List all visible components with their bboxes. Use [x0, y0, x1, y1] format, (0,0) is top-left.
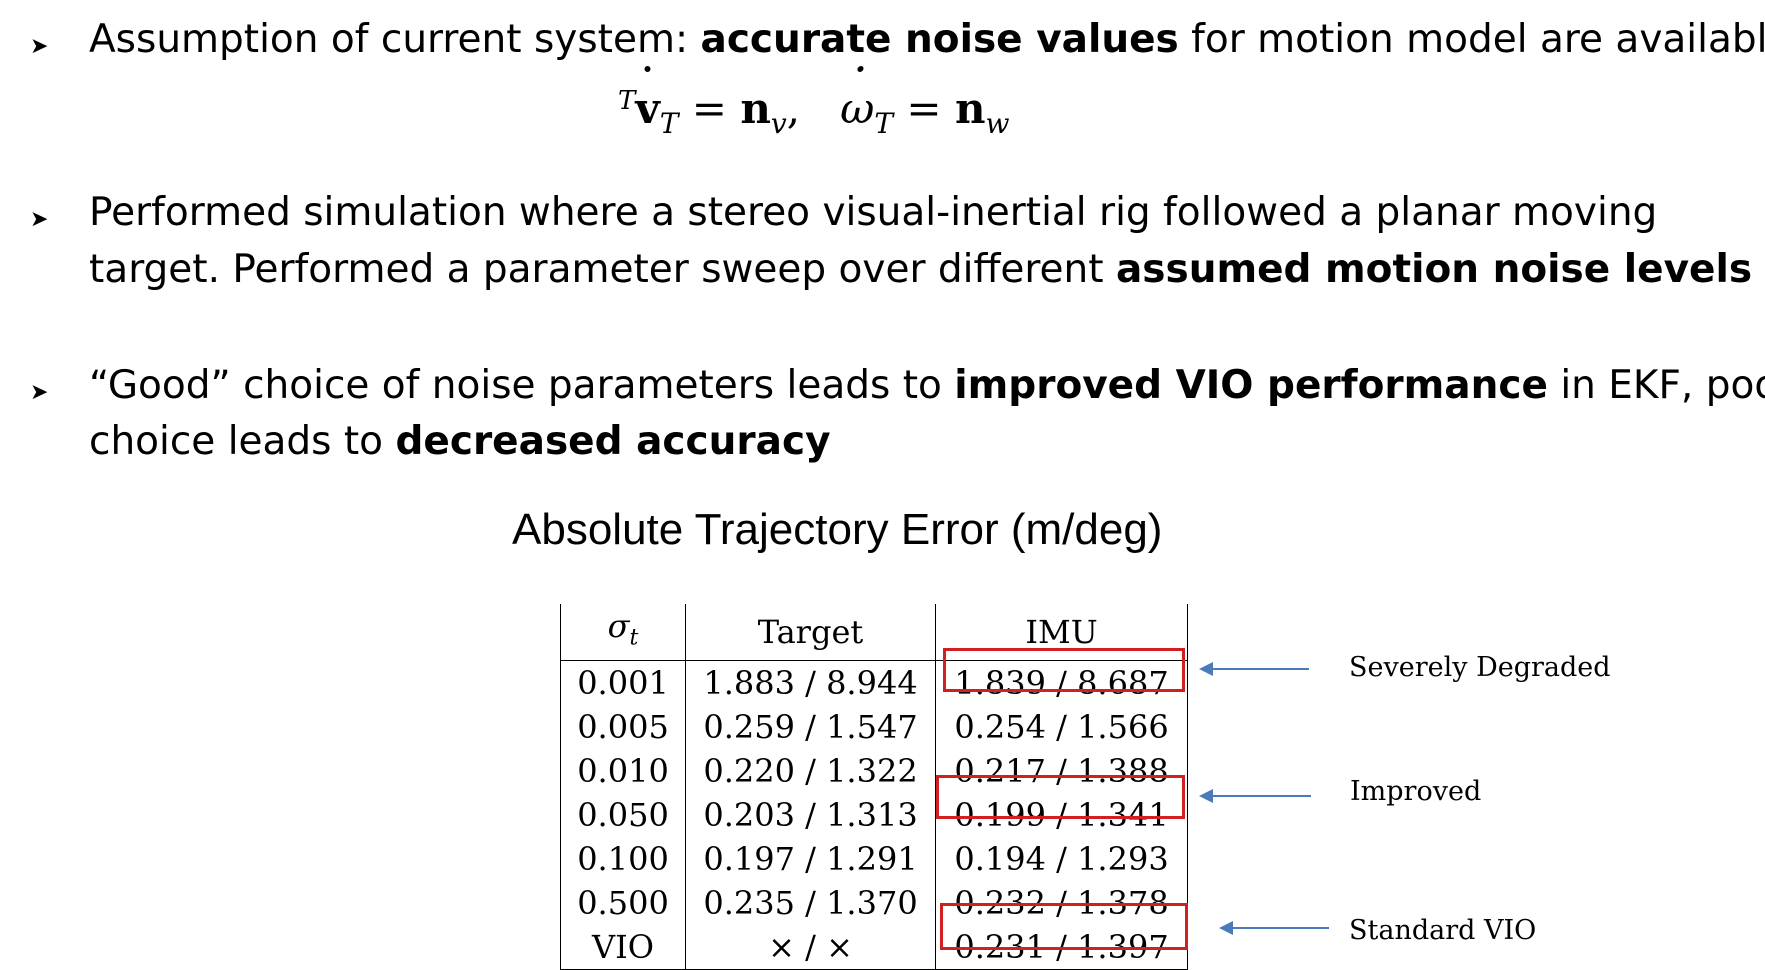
- text-run: choice leads to: [89, 419, 396, 464]
- cell-target: 0.197 / 1.291: [685, 837, 936, 882]
- eq-sub-T1: T: [659, 107, 679, 140]
- highlight-box-improved: [936, 775, 1185, 819]
- cell-imu: 0.194 / 1.293: [935, 837, 1188, 882]
- cell-sigma: 0.500: [560, 881, 686, 926]
- text-run: target. Performed a parameter sweep over…: [89, 247, 1116, 292]
- annotation-standard-vio: Standard VIO: [1349, 915, 1537, 946]
- table-header-row: σt Target IMU: [560, 604, 1188, 661]
- eq-equals-2: =: [893, 84, 955, 133]
- arrow-improved: [1199, 789, 1311, 803]
- emphasis-text: improved VIO performance: [954, 363, 1548, 408]
- highlight-box-severely-degraded: [943, 648, 1185, 692]
- text-run: in EKF, poor: [1560, 363, 1765, 408]
- cell-sigma: 0.010: [560, 749, 686, 794]
- cell-imu: 0.254 / 1.566: [935, 705, 1188, 750]
- bullet-marker: ➤: [30, 380, 49, 405]
- cell-target: 0.203 / 1.313: [685, 793, 936, 838]
- bullet-3-line-2: choice leads to decreased accuracy: [89, 422, 831, 461]
- cell-sigma: 0.100: [560, 837, 686, 882]
- table-row: 0.100 0.197 / 1.291 0.194 / 1.293: [560, 837, 1188, 882]
- bullet-3-line-1: “Good” choice of noise parameters leads …: [89, 366, 1765, 405]
- cell-sigma: 0.005: [560, 705, 686, 750]
- text-run: for motion model are available: [1178, 17, 1765, 62]
- header-target: Target: [685, 604, 936, 661]
- arrow-standard-vio: [1219, 921, 1329, 935]
- cell-imu: 0.199 / 1.341: [935, 793, 1188, 838]
- cell-sigma: 0.050: [560, 793, 686, 838]
- cell-sigma: VIO: [560, 925, 686, 970]
- eq-equals-1: =: [678, 84, 741, 133]
- table-row: 0.010 0.220 / 1.322 0.217 / 1.388: [560, 749, 1188, 794]
- table-title: Absolute Trajectory Error (m/deg): [512, 505, 1163, 554]
- bullet-marker: ➤: [30, 207, 49, 232]
- text-run: Performed simulation where a stereo visu…: [89, 190, 1658, 235]
- cell-target: 0.259 / 1.547: [685, 705, 936, 750]
- cell-imu: 0.217 / 1.388: [935, 749, 1188, 794]
- eq-omega-dot: ω: [840, 88, 874, 130]
- cell-sigma: 0.001: [560, 660, 686, 706]
- text-run: Assumption of current system:: [89, 17, 701, 62]
- cell-imu: 1.839 / 8.687: [935, 660, 1188, 706]
- header-sigma: σt: [560, 604, 686, 661]
- header-imu: IMU: [935, 604, 1188, 661]
- eq-n-v: n: [740, 84, 771, 133]
- table-row: 0.001 1.883 / 8.944 1.839 / 8.687: [560, 660, 1188, 706]
- eq-sup-T: T: [618, 86, 636, 116]
- annotation-severely-degraded: Severely Degraded: [1349, 652, 1611, 683]
- emphasis-text: assumed motion noise levels: [1115, 247, 1753, 292]
- highlight-box-standard-vio: [940, 903, 1188, 950]
- cell-target: 0.235 / 1.370: [685, 881, 936, 926]
- emphasis-text: accurate noise values: [700, 17, 1179, 62]
- eq-n-w: n: [954, 84, 986, 133]
- bullet-2-line-2: target. Performed a parameter sweep over…: [89, 250, 1752, 289]
- cell-target: 0.220 / 1.322: [685, 749, 936, 794]
- motion-model-equation: TvT = nv, ωT = nw: [618, 88, 1009, 138]
- text-run: “Good” choice of noise parameters leads …: [89, 363, 955, 408]
- eq-sub-v: v: [770, 107, 787, 140]
- table-row: 0.050 0.203 / 1.313 0.199 / 1.341: [560, 793, 1188, 838]
- table-row: 0.005 0.259 / 1.547 0.254 / 1.566: [560, 705, 1188, 750]
- emphasis-text: decreased accuracy: [395, 419, 831, 464]
- arrow-severely-degraded: [1199, 662, 1309, 676]
- eq-comma: ,: [786, 84, 841, 133]
- bullet-marker: ➤: [30, 34, 49, 59]
- cell-target: × / ×: [685, 925, 936, 970]
- annotation-improved: Improved: [1350, 776, 1482, 807]
- cell-target: 1.883 / 8.944: [685, 660, 936, 706]
- bullet-2-line-1: Performed simulation where a stereo visu…: [89, 193, 1657, 232]
- eq-sub-w: w: [985, 107, 1010, 140]
- bullet-1-line-1: Assumption of current system: accurate n…: [89, 20, 1765, 59]
- eq-v-dot: v: [635, 88, 659, 130]
- eq-sub-T2: T: [874, 107, 894, 140]
